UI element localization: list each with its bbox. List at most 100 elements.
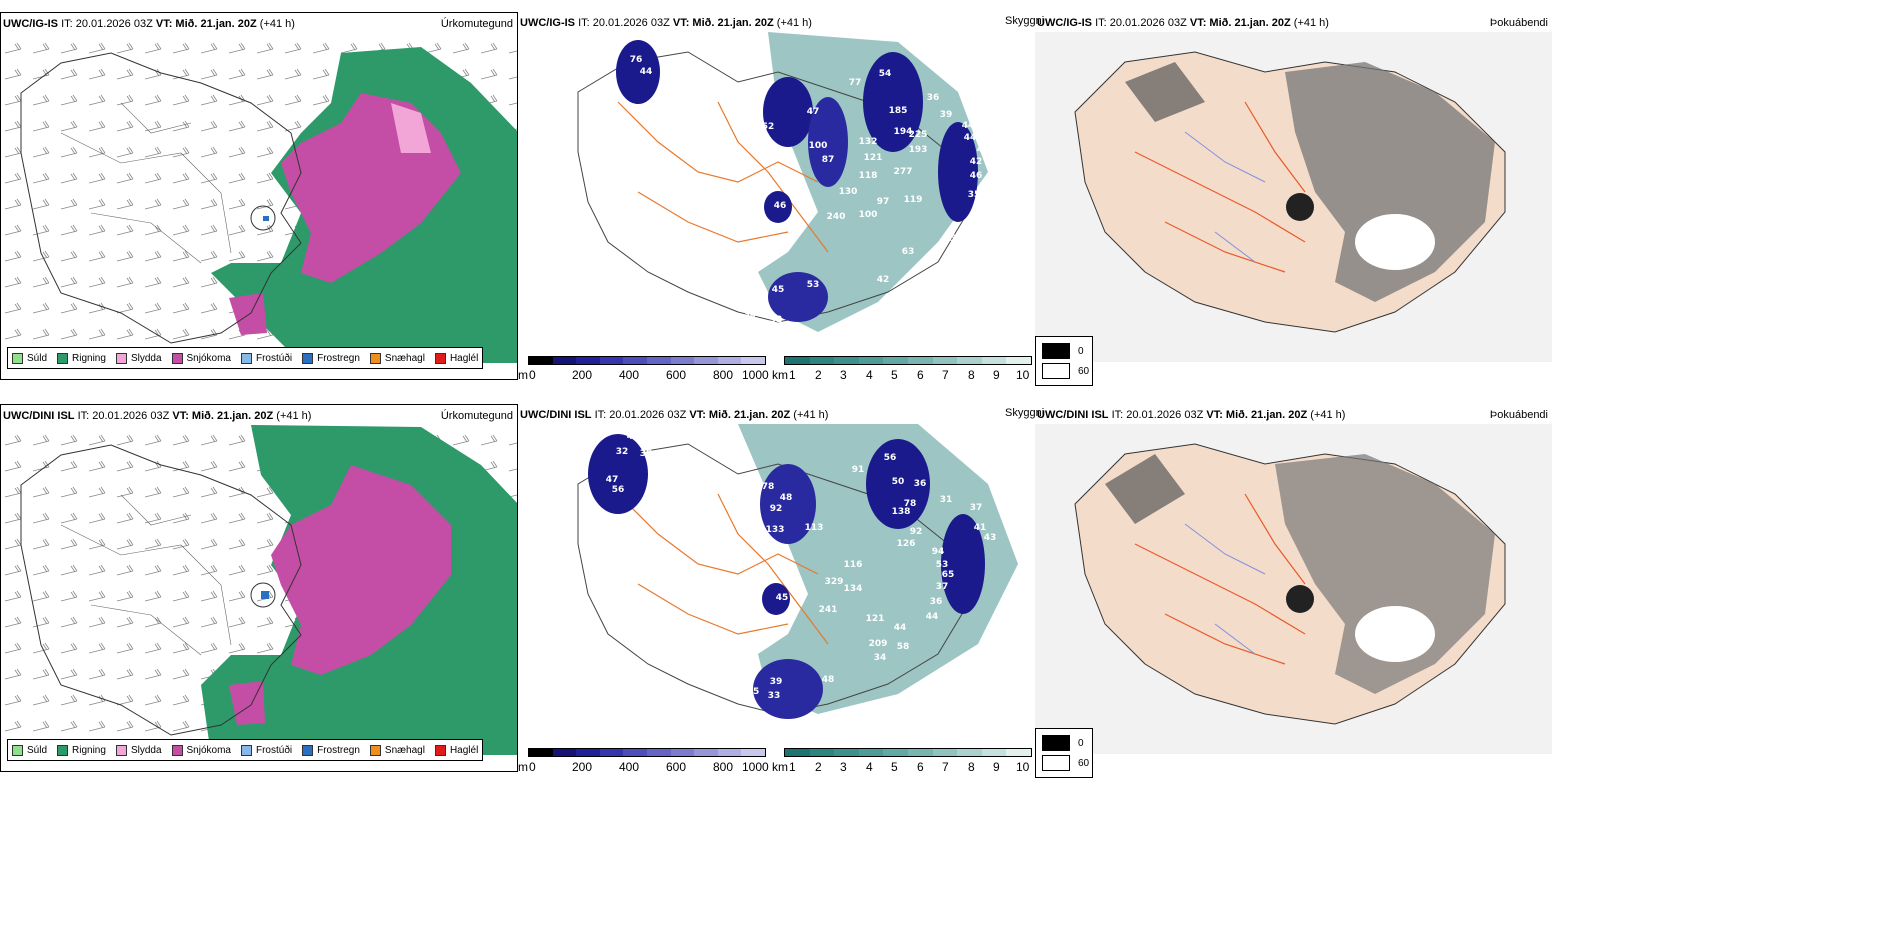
ceiling-label: 37 [936, 582, 949, 592]
ceiling-label: 94 [932, 547, 945, 557]
snow-area [271, 465, 451, 675]
visibility-tick: 5 [891, 760, 898, 774]
precip-type-title: Úrkomutegund [440, 410, 513, 422]
visibility-tick: 8 [968, 760, 975, 774]
ceiling-label: 34 [874, 653, 887, 663]
ceiling-label: 78 [904, 499, 917, 509]
legend-item: Frostregn [302, 744, 360, 756]
fog-map [1035, 32, 1552, 362]
legend-label: Slydda [130, 744, 162, 756]
fog-map [1035, 424, 1552, 754]
init-time: IT: 20.01.2026 03Z [1095, 17, 1187, 29]
valid-time: VT: Mið. 21.jan. 20Z [672, 17, 774, 29]
ceiling-tick: 200 [572, 760, 593, 774]
visibility-tick: 4 [866, 760, 873, 774]
ceiling-label: 240 [827, 212, 846, 222]
init-time: IT: 20.01.2026 03Z [1111, 409, 1204, 421]
fog-min-label: 0 [1078, 345, 1084, 357]
ceiling-label: 39 [770, 677, 783, 687]
model-name: UWC/IG-IS [3, 18, 58, 30]
init-time: IT: 20.01.2026 03Z [594, 409, 687, 421]
ceiling-label: 46 [970, 171, 983, 181]
ceiling-tick: 200 [572, 368, 593, 382]
lead-time: (+41 h) [1293, 17, 1329, 29]
visibility-unit: km [772, 760, 788, 774]
legend-label: Rigning [72, 744, 106, 756]
ceiling-tick: 600 [666, 368, 687, 382]
valid-time: VT: Mið. 21.jan. 20Z [689, 409, 791, 421]
legend-label: Haglél [449, 352, 479, 364]
ceiling-label: 49 [627, 432, 640, 442]
visibility-title: Skyggni [1005, 407, 1045, 419]
visibility-tick: 6 [917, 760, 924, 774]
visibility-scale-top: km 1 2 3 4 5 6 7 8 9 10 [772, 356, 1034, 382]
ceiling-label: 134 [844, 584, 863, 594]
rivers [1184, 131, 1266, 263]
visibility-tick: 5 [891, 368, 898, 382]
ceiling-label: 48 [780, 493, 793, 503]
legend-item: Slydda [115, 352, 162, 364]
ceiling-label: 34 [744, 310, 757, 320]
ceiling-labels: 7644665247100877754185363919422519344444… [630, 55, 990, 325]
valid-time: VT: Mið. 21.jan. 20Z [172, 410, 274, 422]
panel-title: UWC/DINI ISL IT: 20.01.2026 03Z VT: Mið.… [1037, 409, 1345, 421]
ceiling-label: 42 [970, 157, 983, 167]
cloud-visibility-panel-top: UWC/IG-IS IT: 20.01.2026 03Z VT: Mið. 21… [518, 12, 1033, 380]
ceiling-tick: 0 [529, 760, 536, 774]
ceiling-label: 193 [909, 145, 928, 155]
ceiling-label: 100 [859, 210, 878, 220]
ceiling-label: 45 [772, 285, 785, 295]
panel-title: UWC/IG-IS IT: 20.01.2026 03Z VT: Mið. 21… [520, 17, 812, 29]
ceiling-label: 113 [805, 523, 824, 533]
panel-title: UWC/IG-IS IT: 20.01.2026 03Z VT: Mið. 21… [1037, 17, 1329, 29]
visibility-tick: 2 [815, 368, 822, 382]
legend-item: Rigning [57, 744, 106, 756]
ceiling-label: 33 [768, 691, 781, 701]
roads [617, 493, 829, 645]
ceiling-label: 225 [909, 130, 928, 140]
fog-index-panel-top: UWC/IG-IS IT: 20.01.2026 03Z VT: Mið. 21… [1035, 12, 1552, 380]
cloud-visibility-panel-bottom: UWC/DINI ISL IT: 20.01.2026 03Z VT: Mið.… [518, 404, 1033, 772]
ceiling-label: 76 [630, 55, 643, 65]
ceiling-tick: 400 [619, 368, 640, 382]
ceiling-label: 87 [822, 155, 835, 165]
legend-label: Frostúði [255, 352, 293, 364]
ceiling-label: 37 [974, 203, 987, 213]
ceiling-label: 329 [825, 577, 844, 587]
ceiling-label: 38 [640, 449, 653, 459]
coastline [20, 444, 302, 736]
ceiling-label: 37 [970, 503, 983, 513]
coastline [577, 51, 969, 323]
rivers [1184, 523, 1266, 655]
init-time: IT: 20.01.2026 03Z [578, 17, 670, 29]
ceiling-label: 42 [877, 275, 890, 285]
visibility-tick: 3 [840, 368, 847, 382]
ceiling-label: 185 [889, 106, 908, 116]
legend-label: Snæhagl [384, 352, 425, 364]
legend-item: Snjókoma [171, 744, 231, 756]
model-name: UWC/DINI ISL [520, 409, 592, 421]
ceiling-label: 132 [859, 137, 878, 147]
ceiling-label: 36 [914, 479, 927, 489]
visibility-tick: 10 [1016, 368, 1030, 382]
valid-time: VT: Mið. 21.jan. 20Z [1189, 17, 1291, 29]
ceiling-label: 44 [962, 121, 975, 131]
ceiling-label: 39 [940, 110, 953, 120]
ceiling-label: 48 [822, 675, 835, 685]
ceiling-tick: 0 [529, 368, 536, 382]
ceiling-label: 118 [859, 171, 878, 181]
legend-label: Súld [27, 352, 48, 364]
ceiling-label: 119 [904, 195, 923, 205]
ceiling-label: 56 [612, 485, 625, 495]
coastline [20, 52, 302, 344]
ceiling-label: 121 [866, 614, 885, 624]
visibility-tick: 4 [866, 368, 873, 382]
fog-index-panel-bottom: UWC/DINI ISL IT: 20.01.2026 03Z VT: Mið.… [1035, 404, 1552, 772]
ceiling-label: 194 [894, 127, 913, 137]
visibility-tick: 9 [993, 368, 1000, 382]
fog-min-label: 0 [1078, 737, 1084, 749]
ceiling-tick: 1000 [742, 368, 769, 382]
ceiling-label: 45 [776, 593, 789, 603]
ceiling-label: 116 [844, 560, 863, 570]
visibility-tick: 1 [789, 368, 796, 382]
